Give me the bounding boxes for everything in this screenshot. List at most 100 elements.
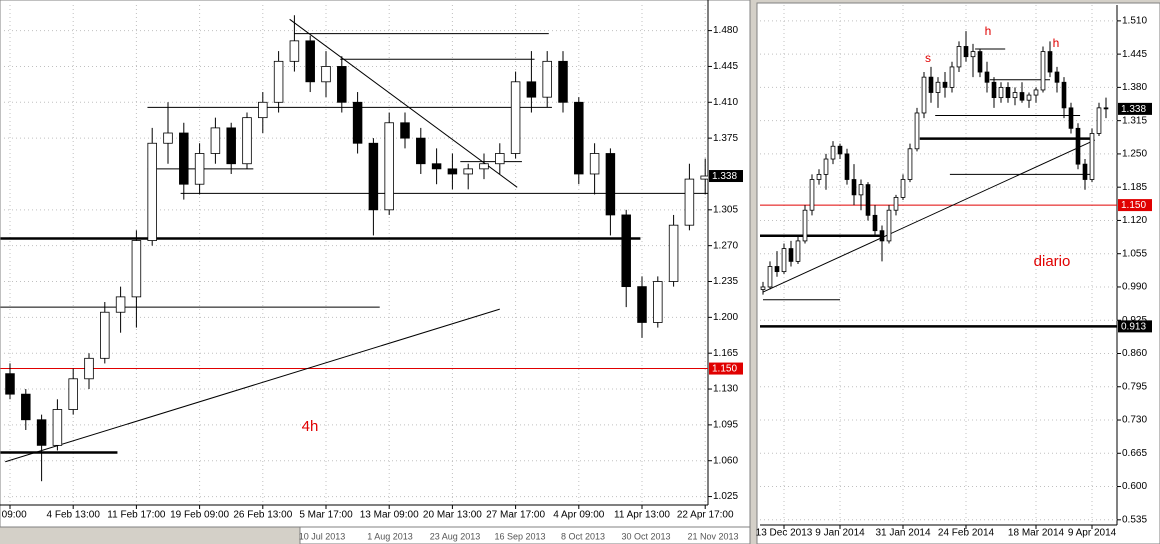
candle-body [684, 178, 695, 226]
background-x-label: 8 Oct 2013 [561, 531, 605, 541]
candle-body [447, 168, 458, 175]
candle-body [36, 419, 47, 446]
candle-body [147, 142, 157, 241]
background-x-label: 10 Jul 2013 [299, 531, 346, 541]
y-tick-label: 1.270 [713, 240, 738, 251]
annotation: h [1053, 36, 1060, 50]
annotation: s [925, 51, 931, 65]
window-4h[interactable] [0, 0, 751, 528]
candle-body [886, 209, 892, 242]
y-tick-label: 1.480 [713, 25, 738, 36]
candle-body [526, 81, 537, 98]
y-tick-label: 1.235 [713, 276, 738, 287]
candle-body [928, 76, 934, 93]
price-label: 1.150 [712, 364, 737, 375]
candle-body [956, 46, 962, 68]
y-tick-label: 1.060 [713, 455, 738, 466]
x-tick-label: 24 Feb 2014 [938, 528, 995, 539]
price-label: 0.913 [1121, 322, 1146, 333]
candle-body [84, 357, 94, 380]
candle-body [637, 286, 647, 323]
candle-body [802, 209, 808, 242]
y-tick-label: 1.315 [1122, 115, 1147, 126]
candle-body [942, 81, 948, 88]
price-label-box [1118, 320, 1152, 333]
candle-body [1005, 86, 1011, 99]
candle-body [131, 240, 142, 298]
candle-body [879, 230, 885, 242]
candle-body [289, 40, 300, 62]
annotation: diario [1034, 253, 1071, 270]
candle-body [368, 142, 379, 211]
candle-body [872, 214, 878, 232]
x-tick-label: 9 Jan 2014 [815, 528, 865, 539]
x-tick-label: 27 Mar 17:00 [486, 510, 545, 521]
candle-body [963, 46, 969, 58]
x-tick-label: 13 Mar 09:00 [360, 510, 419, 521]
y-tick-label: 0.730 [1122, 415, 1147, 426]
candle-body [984, 71, 990, 83]
candle-body [774, 266, 780, 273]
candle-body [510, 81, 521, 154]
candle-body [1033, 89, 1039, 96]
candle-body [795, 240, 801, 262]
candle-body [495, 153, 505, 165]
window-daily[interactable] [756, 2, 1160, 544]
candle-body [935, 81, 941, 93]
candle-body [416, 137, 426, 165]
candle-body [226, 127, 236, 165]
annotation: 4h [302, 418, 319, 435]
x-tick-label: 31 Jan 2014 [875, 528, 930, 539]
candle-body [823, 158, 829, 175]
candle-body [1075, 127, 1081, 165]
candle-body [431, 163, 442, 170]
candle-body [907, 148, 913, 180]
candle-body [788, 248, 794, 262]
candle-body [858, 184, 864, 196]
candle-body [851, 179, 857, 196]
x-tick-label: n 09:00 [0, 510, 27, 521]
candle-body [100, 311, 110, 359]
y-tick-label: 1.200 [713, 312, 738, 323]
candle-body [1103, 107, 1109, 110]
candle-body [809, 179, 815, 211]
candle-body [352, 101, 363, 144]
annotation: h [985, 24, 992, 38]
candle-body [115, 296, 126, 313]
y-tick-label: 0.535 [1122, 514, 1147, 525]
candle-body [194, 153, 205, 185]
y-tick-label: 1.025 [713, 491, 738, 502]
candle-body [653, 281, 663, 323]
background-x-label: 16 Sep 2013 [494, 531, 545, 541]
x-tick-label: 9 Apr 2014 [1068, 528, 1117, 539]
x-tick-label: 26 Feb 13:00 [233, 510, 292, 521]
price-label: 1.338 [712, 171, 737, 182]
candle-body [242, 117, 252, 165]
x-tick-label: 4 Feb 13:00 [47, 510, 101, 521]
candle-body [977, 51, 983, 73]
y-tick-label: 1.130 [713, 384, 738, 395]
candle-body [865, 184, 871, 216]
y-tick-label: 0.665 [1122, 448, 1147, 459]
candle-body [837, 145, 843, 155]
candle-body [210, 127, 221, 154]
x-tick-label: 18 Mar 2014 [1008, 528, 1065, 539]
candle-body [605, 153, 616, 216]
chart-line [762, 139, 1096, 293]
candle-body [914, 112, 920, 150]
candle-body [893, 197, 899, 211]
y-tick-label: 1.375 [713, 133, 738, 144]
candle-body [542, 60, 552, 98]
candle-body [273, 60, 284, 103]
y-tick-label: 1.380 [1122, 82, 1147, 93]
candle-body [1054, 71, 1060, 83]
price-label-box [1118, 199, 1152, 212]
price-label: 1.150 [1121, 200, 1146, 211]
candle-body [668, 224, 679, 282]
y-tick-label: 0.925 [1122, 315, 1147, 326]
background-x-label: 30 Oct 2013 [621, 531, 670, 541]
y-tick-label: 1.445 [1122, 49, 1147, 60]
y-tick-label: 1.165 [713, 348, 738, 359]
candle-body [305, 40, 315, 83]
price-label-box [1118, 102, 1152, 115]
